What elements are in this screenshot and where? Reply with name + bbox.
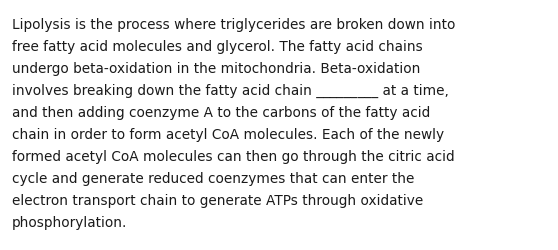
Text: involves breaking down the fatty acid chain _________ at a time,: involves breaking down the fatty acid ch… — [12, 84, 449, 98]
Text: cycle and generate reduced coenzymes that can enter the: cycle and generate reduced coenzymes tha… — [12, 171, 415, 185]
Text: chain in order to form acetyl CoA molecules. Each of the newly: chain in order to form acetyl CoA molecu… — [12, 128, 444, 141]
Text: formed acetyl CoA molecules can then go through the citric acid: formed acetyl CoA molecules can then go … — [12, 150, 455, 163]
Text: Lipolysis is the process where triglycerides are broken down into: Lipolysis is the process where triglycer… — [12, 18, 455, 32]
Text: undergo beta-oxidation in the mitochondria. Beta-oxidation: undergo beta-oxidation in the mitochondr… — [12, 62, 420, 76]
Text: electron transport chain to generate ATPs through oxidative: electron transport chain to generate ATP… — [12, 193, 424, 207]
Text: and then adding coenzyme A to the carbons of the fatty acid: and then adding coenzyme A to the carbon… — [12, 106, 430, 120]
Text: free fatty acid molecules and glycerol. The fatty acid chains: free fatty acid molecules and glycerol. … — [12, 40, 423, 54]
Text: phosphorylation.: phosphorylation. — [12, 215, 127, 229]
